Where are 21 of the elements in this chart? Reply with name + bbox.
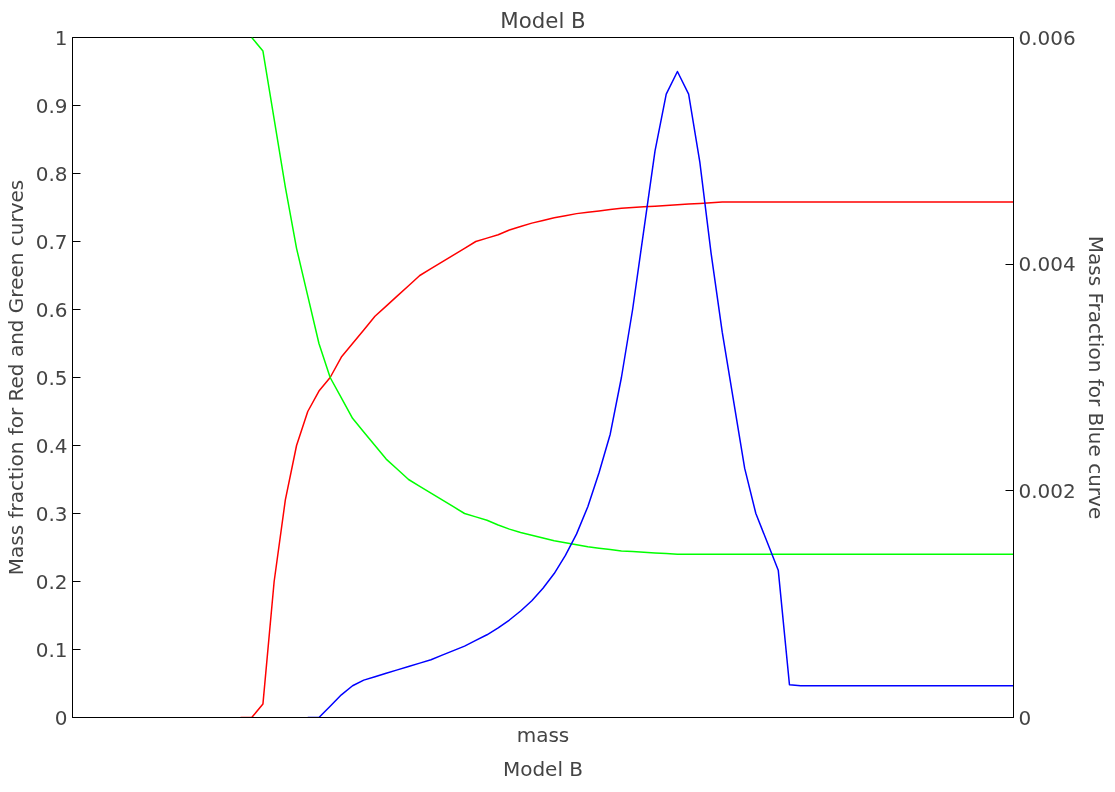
y-tick-label: 0.1 [35,637,68,662]
y-tick-label: 0.6 [35,297,68,322]
y2-axis-title: Mass Fraction for Blue curve [1083,235,1108,520]
y-tick-label: 1 [54,25,68,50]
text: Model B [502,756,584,781]
y-tick-label: 0.5 [35,365,68,390]
y-tick-label: 0.9 [35,93,68,118]
y-tick-label: 0.2 [35,569,68,594]
y-tick-label: 0.8 [35,161,68,186]
y2-tick-label: 0.006 [1018,25,1076,50]
y-tick-label: 0 [54,705,68,730]
y-tick-label: 0.3 [35,501,68,526]
chart-title: Model B [500,7,586,33]
y2-tick-label: 0.002 [1018,478,1076,503]
x-axis-title: mass [516,722,570,747]
y-axis-title: Mass fraction for Red and Green curves [3,179,28,576]
line-series [250,37,1014,556]
y-tick-label: 0.7 [35,229,68,254]
y2-tick-label: 0.004 [1018,252,1076,277]
y2-tick-label: 0 [1018,705,1032,730]
y-tick-label: 0.4 [35,433,68,458]
